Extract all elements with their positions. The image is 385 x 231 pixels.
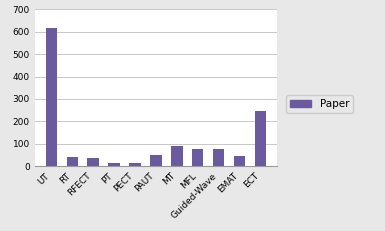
Bar [129,163,141,166]
Bar [171,146,182,166]
Bar [87,158,99,166]
Bar [67,157,78,166]
Legend: Paper: Paper [286,95,353,113]
Bar [234,156,245,166]
Bar [150,155,162,166]
Bar [108,163,120,166]
Bar [46,28,57,166]
Bar [213,149,224,166]
Bar [192,149,204,166]
Bar [255,111,266,166]
